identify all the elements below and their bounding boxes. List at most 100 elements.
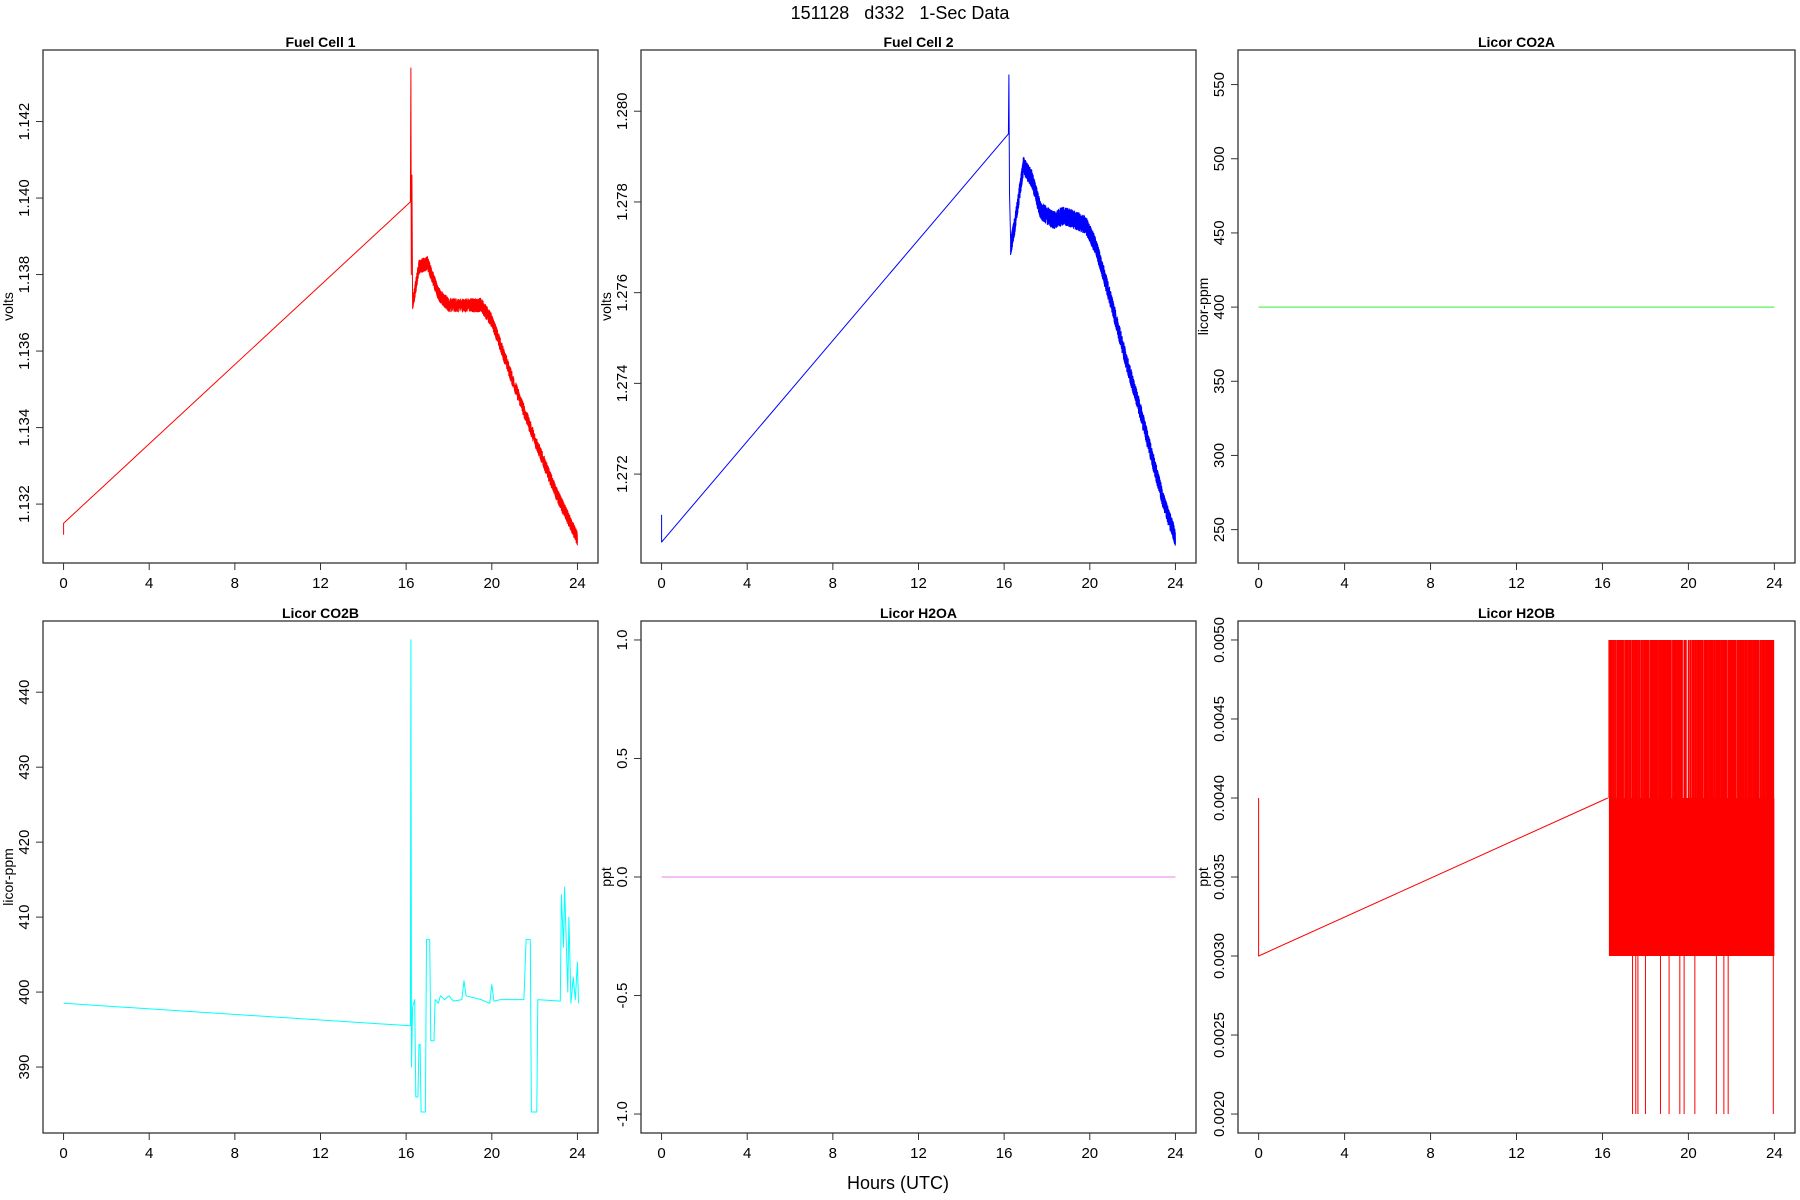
x-tick-label: 16 — [1594, 575, 1611, 592]
y-tick-label: 1.274 — [614, 365, 631, 403]
panel-licor-co2b: Licor CO2B 0 4 8 12 16 20 24 390 400 410 420 430 440 l… — [0, 605, 599, 1162]
y-tick-label: 500 — [1211, 146, 1228, 171]
plot-frame — [1237, 49, 1796, 564]
panel-title: Licor CO2A — [1478, 34, 1555, 50]
y-tick-label: 1.278 — [614, 183, 631, 221]
x-tick-label: 12 — [910, 575, 927, 592]
y-tick-label: 0.0020 — [1211, 1091, 1228, 1137]
y-tick-label: 0.0050 — [1211, 617, 1228, 663]
x-tick-label: 0 — [59, 1145, 67, 1162]
x-tick-label: 16 — [996, 1145, 1013, 1162]
x-tick-label: 12 — [910, 1145, 927, 1162]
y-tick-label: 300 — [1211, 443, 1228, 468]
panel-title: Fuel Cell 2 — [883, 34, 953, 50]
x-tick-label: 0 — [1254, 1145, 1262, 1162]
x-tick-label: 16 — [1594, 1145, 1611, 1162]
y-tick-label: 1.140 — [16, 179, 33, 217]
series-line — [63, 639, 579, 1113]
plot-frame — [42, 49, 599, 564]
x-tick-label: 12 — [1508, 575, 1525, 592]
x-tick-label: 16 — [996, 575, 1013, 592]
y-tick-label: 420 — [16, 830, 33, 855]
panel-title: Licor H2OB — [1478, 605, 1555, 621]
y-tick-label: 0.5 — [614, 748, 631, 769]
panel-licor-h2ob: Licor H2OB 0 4 8 12 16 20 24 0.0020 0.0025 0.0030 0… — [1195, 605, 1796, 1162]
plot-frame — [42, 620, 599, 1134]
series-line — [661, 74, 1176, 546]
y-tick-label: 0.0 — [614, 867, 631, 888]
y-tick-label: 450 — [1211, 220, 1228, 245]
series-line — [1258, 797, 1609, 957]
y-tick-label: 1.276 — [614, 274, 631, 312]
x-tick-label: 16 — [398, 575, 415, 592]
x-axis-label: Hours (UTC) — [847, 1173, 949, 1193]
series-line — [63, 67, 578, 546]
y-tick-label: 440 — [16, 680, 33, 705]
panel-title: Licor CO2B — [282, 605, 359, 621]
y-tick-label: 550 — [1211, 72, 1228, 97]
y-tick-label: 0.0035 — [1211, 854, 1228, 900]
x-tick-label: 12 — [1508, 1145, 1525, 1162]
panel-title: Licor H2OA — [880, 605, 957, 621]
x-tick-label: 8 — [231, 575, 239, 592]
x-tick-label: 0 — [1254, 575, 1262, 592]
y-tick-label: 1.272 — [614, 455, 631, 493]
y-tick-label: -1.0 — [614, 1101, 631, 1127]
y-tick-label: 1.0 — [614, 630, 631, 651]
x-tick-label: 8 — [231, 1145, 239, 1162]
x-tick-label: 4 — [145, 1145, 153, 1162]
x-tick-label: 0 — [59, 575, 67, 592]
panel-fuel-cell-2: Fuel Cell 2 0 4 8 12 16 20 24 1.272 1.274 1.276 1.2… — [598, 34, 1197, 592]
x-tick-label: 24 — [569, 1145, 586, 1162]
y-tick-label: 1.136 — [16, 332, 33, 370]
x-tick-label: 8 — [1426, 575, 1434, 592]
y-tick-label: 0.0025 — [1211, 1012, 1228, 1058]
x-tick-label: 24 — [1167, 575, 1184, 592]
y-tick-label: 1.134 — [16, 409, 33, 447]
y-tick-label: 0.0045 — [1211, 696, 1228, 742]
panel-fuel-cell-1: Fuel Cell 1 0 4 8 12 16 20 24 1.132 1.134 1.136 1.1… — [0, 34, 599, 592]
y-axis-label: ppt — [598, 867, 614, 887]
x-tick-label: 24 — [569, 575, 586, 592]
x-tick-label: 20 — [483, 575, 500, 592]
x-tick-label: 4 — [743, 1145, 751, 1162]
x-tick-label: 24 — [1766, 1145, 1783, 1162]
y-axis-label: licor-ppm — [0, 848, 16, 906]
x-tick-label: 20 — [483, 1145, 500, 1162]
x-tick-label: 0 — [657, 1145, 665, 1162]
y-tick-label: 0.0040 — [1211, 775, 1228, 821]
oscillation-band — [1608, 797, 1775, 957]
y-tick-label: 1.142 — [16, 103, 33, 141]
y-axis-label: ppt — [1195, 867, 1211, 887]
y-tick-label: 430 — [16, 755, 33, 780]
x-tick-label: 20 — [1081, 1145, 1098, 1162]
panel-title: Fuel Cell 1 — [285, 34, 355, 50]
x-tick-label: 20 — [1081, 575, 1098, 592]
x-tick-label: 4 — [145, 575, 153, 592]
x-tick-label: 8 — [829, 575, 837, 592]
y-axis-label: volts — [0, 292, 16, 321]
y-tick-label: 1.280 — [614, 92, 631, 130]
x-tick-label: 24 — [1766, 575, 1783, 592]
x-tick-label: 4 — [743, 575, 751, 592]
y-tick-label: 1.138 — [16, 256, 33, 294]
x-tick-label: 8 — [829, 1145, 837, 1162]
panel-licor-h2oa: Licor H2OA 0 4 8 12 16 20 24 -1.0 -0.5 0.0 0.5 1.0 pp… — [598, 605, 1197, 1162]
y-tick-label: -0.5 — [614, 983, 631, 1009]
panel-licor-co2a: Licor CO2A 0 4 8 12 16 20 24 250 300 350 400 450 500 5… — [1195, 34, 1796, 592]
x-tick-label: 12 — [312, 1145, 329, 1162]
y-tick-label: 410 — [16, 905, 33, 930]
y-tick-label: 390 — [16, 1055, 33, 1080]
x-tick-label: 12 — [312, 575, 329, 592]
x-tick-label: 0 — [657, 575, 665, 592]
y-tick-label: 350 — [1211, 369, 1228, 394]
main-title: 151128 d332 1-Sec Data — [791, 3, 1011, 23]
x-tick-label: 20 — [1680, 1145, 1697, 1162]
y-axis-label: licor-ppm — [1195, 278, 1211, 336]
y-tick-label: 250 — [1211, 517, 1228, 542]
y-tick-label: 400 — [1211, 295, 1228, 320]
y-tick-label: 400 — [16, 980, 33, 1005]
x-tick-label: 24 — [1167, 1145, 1184, 1162]
x-tick-label: 4 — [1340, 1145, 1348, 1162]
